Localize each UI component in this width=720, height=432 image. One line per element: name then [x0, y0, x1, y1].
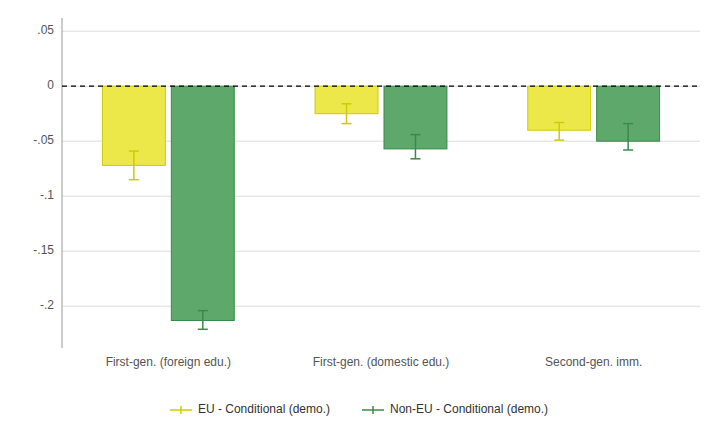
- y-ticks: .05 0 -.05 -.1 -.15 -.2: [33, 23, 54, 312]
- error-stem: [202, 311, 204, 330]
- error-bar: [129, 151, 139, 180]
- error-bar: [410, 135, 420, 159]
- error-cap: [623, 149, 633, 151]
- y-tick-label: .05: [37, 23, 54, 37]
- error-cap: [129, 150, 139, 152]
- error-cap: [198, 329, 208, 331]
- error-cap: [342, 103, 352, 105]
- y-tick-label: -.2: [40, 298, 54, 312]
- legend-swatch: [362, 406, 384, 414]
- error-cap: [198, 310, 208, 312]
- y-tick-label: -.05: [33, 133, 54, 147]
- error-stem: [346, 104, 348, 124]
- error-cap: [410, 134, 420, 136]
- error-cap: [410, 158, 420, 160]
- x-tick-label: First-gen. (foreign edu.): [106, 355, 231, 369]
- x-tick-label: First-gen. (domestic edu.): [313, 355, 450, 369]
- y-axis-line: [62, 18, 63, 348]
- error-cap: [623, 123, 633, 125]
- legend-item: EU - Conditional (demo.): [170, 402, 330, 416]
- x-tick-label: Second-gen. imm.: [545, 355, 642, 369]
- grid: [62, 31, 700, 306]
- chart: .05 0 -.05 -.1 -.15 -.2 First-gen. (foreign ed…: [0, 0, 720, 432]
- series: [171, 86, 659, 329]
- reference-line: [62, 86, 700, 87]
- legend-cap: [180, 406, 182, 414]
- legend-label: EU - Conditional (demo.): [198, 402, 330, 416]
- y-tick-label: -.1: [40, 188, 54, 202]
- error-bar: [623, 124, 633, 150]
- error-bar: [554, 123, 564, 141]
- error-cap: [129, 179, 139, 181]
- error-stem: [133, 151, 135, 180]
- bar: [171, 86, 234, 320]
- error-cap: [342, 123, 352, 125]
- legend-cap: [372, 406, 374, 414]
- legend-label: Non-EU - Conditional (demo.): [390, 402, 548, 416]
- error-stem: [627, 124, 629, 150]
- grid-line: [62, 196, 700, 197]
- legend: EU - Conditional (demo.) Non-EU - Conditi…: [170, 402, 548, 416]
- error-cap: [554, 139, 564, 141]
- error-stem: [415, 135, 417, 159]
- legend-item: Non-EU - Conditional (demo.): [362, 402, 548, 416]
- error-bar: [342, 104, 352, 124]
- error-cap: [554, 122, 564, 124]
- grid-line: [62, 31, 700, 32]
- y-tick-label: -.15: [33, 243, 54, 257]
- y-tick-label: 0: [47, 78, 54, 92]
- grid-line: [62, 251, 700, 252]
- error-stem: [558, 123, 560, 141]
- legend-swatch: [170, 406, 192, 414]
- grid-line: [62, 306, 700, 307]
- x-ticks: First-gen. (foreign edu.) First-gen. (dom…: [106, 355, 643, 369]
- error-bar: [198, 311, 208, 330]
- plot-area: [62, 86, 700, 329]
